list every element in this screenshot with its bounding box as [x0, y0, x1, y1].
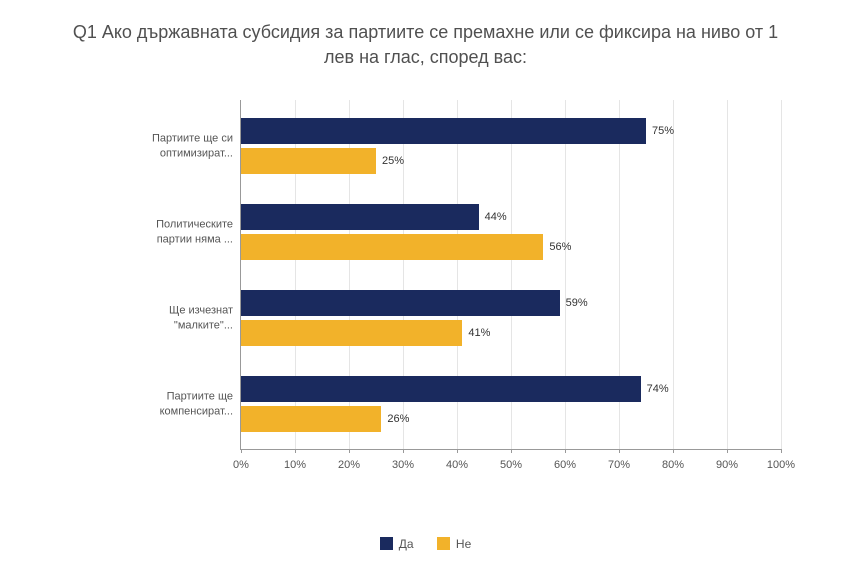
- chart-area: 0%10%20%30%40%50%60%70%80%90%100%Партиит…: [150, 100, 781, 480]
- bar-no: 41%: [241, 320, 462, 346]
- xtick-mark: [295, 449, 296, 453]
- category-label: Политическитепартии няма ...: [123, 218, 233, 247]
- legend-label-no: Не: [456, 537, 471, 551]
- bar-group: Ще изчезнат"малките"...59%41%: [241, 290, 781, 346]
- bar-value-label: 75%: [652, 125, 674, 137]
- category-label: Партиите ще сиоптимизират...: [123, 132, 233, 161]
- xtick-label: 30%: [392, 459, 414, 471]
- bar-yes: 44%: [241, 204, 479, 230]
- bar-yes: 59%: [241, 290, 560, 316]
- xtick-mark: [565, 449, 566, 453]
- legend: Да Не: [0, 537, 851, 554]
- bar-yes: 74%: [241, 376, 641, 402]
- bar-value-label: 44%: [485, 211, 507, 223]
- xtick-label: 100%: [767, 459, 795, 471]
- gridline: [781, 100, 782, 449]
- bar-group: Партиите ще сиоптимизират...75%25%: [241, 118, 781, 174]
- chart-title: Q1 Ако държавната субсидия за партиите с…: [30, 20, 821, 70]
- bar-yes: 75%: [241, 118, 646, 144]
- xtick-mark: [727, 449, 728, 453]
- bar-no: 56%: [241, 234, 543, 260]
- legend-swatch-no: [437, 537, 450, 550]
- bar-no: 26%: [241, 406, 381, 432]
- xtick-mark: [619, 449, 620, 453]
- xtick-label: 10%: [284, 459, 306, 471]
- bar-no: 25%: [241, 148, 376, 174]
- category-label: Партиите щекомпенсират...: [123, 390, 233, 419]
- xtick-label: 50%: [500, 459, 522, 471]
- legend-label-yes: Да: [399, 537, 414, 551]
- bar-group: Политическитепартии няма ...44%56%: [241, 204, 781, 260]
- legend-item-no: Не: [437, 537, 471, 551]
- xtick-label: 20%: [338, 459, 360, 471]
- bar-value-label: 25%: [382, 155, 404, 167]
- xtick-label: 80%: [662, 459, 684, 471]
- xtick-mark: [349, 449, 350, 453]
- category-label: Ще изчезнат"малките"...: [123, 304, 233, 333]
- xtick-mark: [241, 449, 242, 453]
- bar-value-label: 74%: [647, 383, 669, 395]
- xtick-mark: [403, 449, 404, 453]
- bar-value-label: 26%: [387, 413, 409, 425]
- xtick-mark: [457, 449, 458, 453]
- xtick-mark: [511, 449, 512, 453]
- chart-container: Q1 Ако държавната субсидия за партиите с…: [0, 0, 851, 567]
- xtick-label: 90%: [716, 459, 738, 471]
- legend-swatch-yes: [380, 537, 393, 550]
- bar-group: Партиите щекомпенсират...74%26%: [241, 376, 781, 432]
- xtick-label: 70%: [608, 459, 630, 471]
- xtick-label: 40%: [446, 459, 468, 471]
- bar-value-label: 59%: [566, 297, 588, 309]
- bar-value-label: 41%: [468, 327, 490, 339]
- bar-value-label: 56%: [549, 241, 571, 253]
- xtick-mark: [673, 449, 674, 453]
- legend-item-yes: Да: [380, 537, 414, 551]
- xtick-mark: [781, 449, 782, 453]
- xtick-label: 0%: [233, 459, 249, 471]
- plot-area: 0%10%20%30%40%50%60%70%80%90%100%Партиит…: [240, 100, 781, 450]
- xtick-label: 60%: [554, 459, 576, 471]
